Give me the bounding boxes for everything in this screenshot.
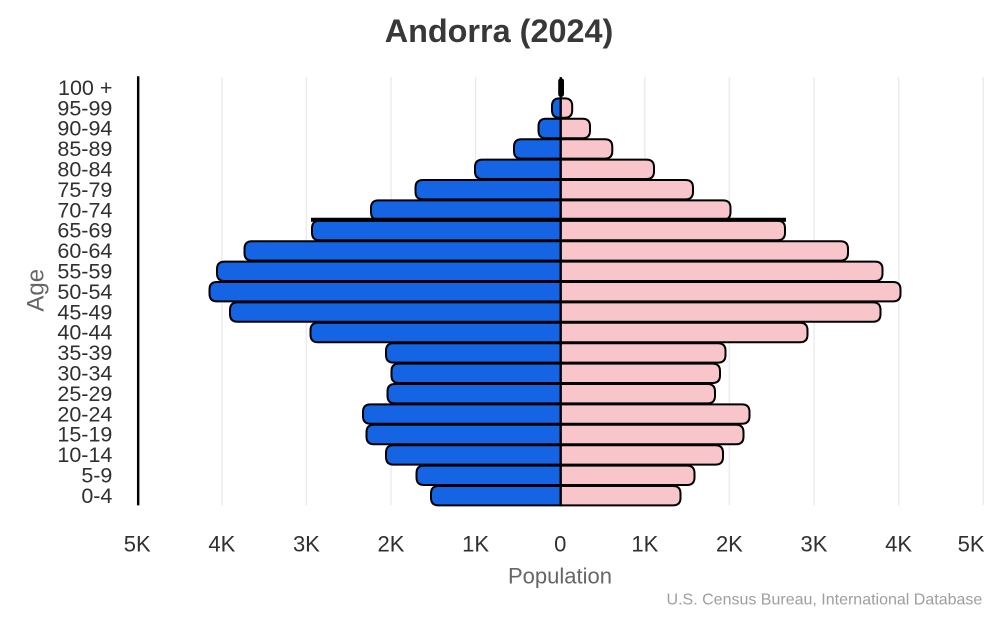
svg-text:75-79: 75-79 <box>57 178 112 202</box>
svg-text:30-34: 30-34 <box>57 362 112 386</box>
svg-text:U.S. Census Bureau, Internatio: U.S. Census Bureau, International Databa… <box>667 592 983 609</box>
svg-text:40-44: 40-44 <box>57 321 112 345</box>
svg-text:65-69: 65-69 <box>57 219 112 243</box>
svg-text:1K: 1K <box>462 532 489 557</box>
svg-text:50-54: 50-54 <box>57 280 112 304</box>
svg-text:5K: 5K <box>958 532 985 557</box>
svg-text:90-94: 90-94 <box>57 117 112 141</box>
svg-text:Age: Age <box>23 269 50 312</box>
svg-text:35-39: 35-39 <box>57 341 112 365</box>
svg-text:0-4: 0-4 <box>81 484 112 508</box>
svg-text:3K: 3K <box>801 532 828 557</box>
svg-text:80-84: 80-84 <box>57 158 112 182</box>
svg-text:60-64: 60-64 <box>57 239 112 263</box>
svg-text:2K: 2K <box>378 532 405 557</box>
svg-text:55-59: 55-59 <box>57 260 112 284</box>
svg-text:Andorra (2024): Andorra (2024) <box>385 13 614 49</box>
svg-text:4K: 4K <box>885 532 912 557</box>
svg-text:5-9: 5-9 <box>81 464 112 488</box>
svg-text:4K: 4K <box>208 532 235 557</box>
svg-text:2K: 2K <box>716 532 743 557</box>
svg-text:95-99: 95-99 <box>57 96 112 120</box>
svg-text:10-14: 10-14 <box>57 443 112 467</box>
svg-text:85-89: 85-89 <box>57 137 112 161</box>
svg-text:100 +: 100 + <box>58 76 112 100</box>
svg-text:70-74: 70-74 <box>57 198 112 222</box>
svg-text:5K: 5K <box>124 532 151 557</box>
svg-text:25-29: 25-29 <box>57 382 112 406</box>
svg-text:3K: 3K <box>293 532 320 557</box>
svg-text:45-49: 45-49 <box>57 300 112 324</box>
svg-text:1K: 1K <box>631 532 658 557</box>
svg-text:15-19: 15-19 <box>57 423 112 447</box>
svg-text:0: 0 <box>554 532 566 557</box>
svg-text:20-24: 20-24 <box>57 402 112 426</box>
svg-text:Population: Population <box>508 564 612 589</box>
